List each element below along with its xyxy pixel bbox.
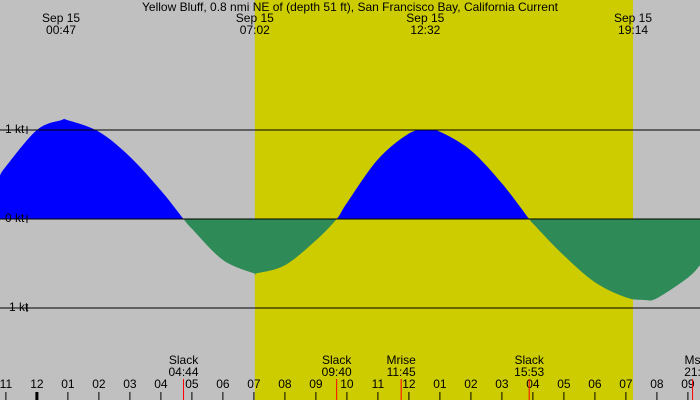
top-time: 12:32 <box>410 23 440 37</box>
x-tick-label: 09 <box>681 377 695 391</box>
x-tick-label: 10 <box>340 377 354 391</box>
x-tick-label: 01 <box>433 377 447 391</box>
y-tick-label: -1 kt <box>5 300 29 314</box>
x-tick-label: 11 <box>0 377 12 391</box>
top-date: Sep 15 <box>614 11 652 25</box>
y-tick-label: 0 kt <box>5 211 25 225</box>
x-tick-label: 11 <box>372 377 385 391</box>
y-tick-label: 1 kt <box>5 122 25 136</box>
x-tick-label: 08 <box>278 377 292 391</box>
event-time: 09:40 <box>322 365 352 379</box>
top-time: 00:47 <box>46 23 76 37</box>
top-date: Sep 15 <box>42 11 80 25</box>
x-tick-label: 07 <box>619 377 633 391</box>
event-time: 04:44 <box>169 365 199 379</box>
x-tick-label: 06 <box>216 377 230 391</box>
event-time: 21: <box>684 365 700 379</box>
event-label: Slack <box>322 353 352 367</box>
x-tick-label: 05 <box>185 377 199 391</box>
x-tick-label: 04 <box>154 377 168 391</box>
x-tick-label: 05 <box>557 377 571 391</box>
flood-area <box>0 118 700 219</box>
x-tick-label: 04 <box>526 377 540 391</box>
event-label: Mrise <box>386 353 416 367</box>
top-date: Sep 15 <box>406 11 444 25</box>
x-tick-label: 09 <box>309 377 323 391</box>
top-time: 07:02 <box>240 23 270 37</box>
x-tick-label: 06 <box>588 377 602 391</box>
event-time: 11:45 <box>387 365 416 379</box>
chart-title: Yellow Bluff, 0.8 nmi NE of (depth 51 ft… <box>142 0 559 14</box>
x-tick-label: 08 <box>650 377 664 391</box>
x-tick-label: 02 <box>464 377 478 391</box>
x-tick-label: 03 <box>495 377 509 391</box>
event-time: 15:53 <box>514 365 544 379</box>
event-label: Slack <box>515 353 545 367</box>
top-time: 19:14 <box>618 23 648 37</box>
x-tick-label: 02 <box>92 377 106 391</box>
x-tick-label: 12 <box>402 377 416 391</box>
event-label: Slack <box>169 353 199 367</box>
x-tick-label: 03 <box>123 377 137 391</box>
event-label: Ms <box>685 353 700 367</box>
top-date: Sep 15 <box>236 11 274 25</box>
x-tick-label: 07 <box>247 377 261 391</box>
x-tick-label: 01 <box>61 377 75 391</box>
x-tick-label: 12 <box>30 377 44 391</box>
ebb-area <box>0 219 700 301</box>
